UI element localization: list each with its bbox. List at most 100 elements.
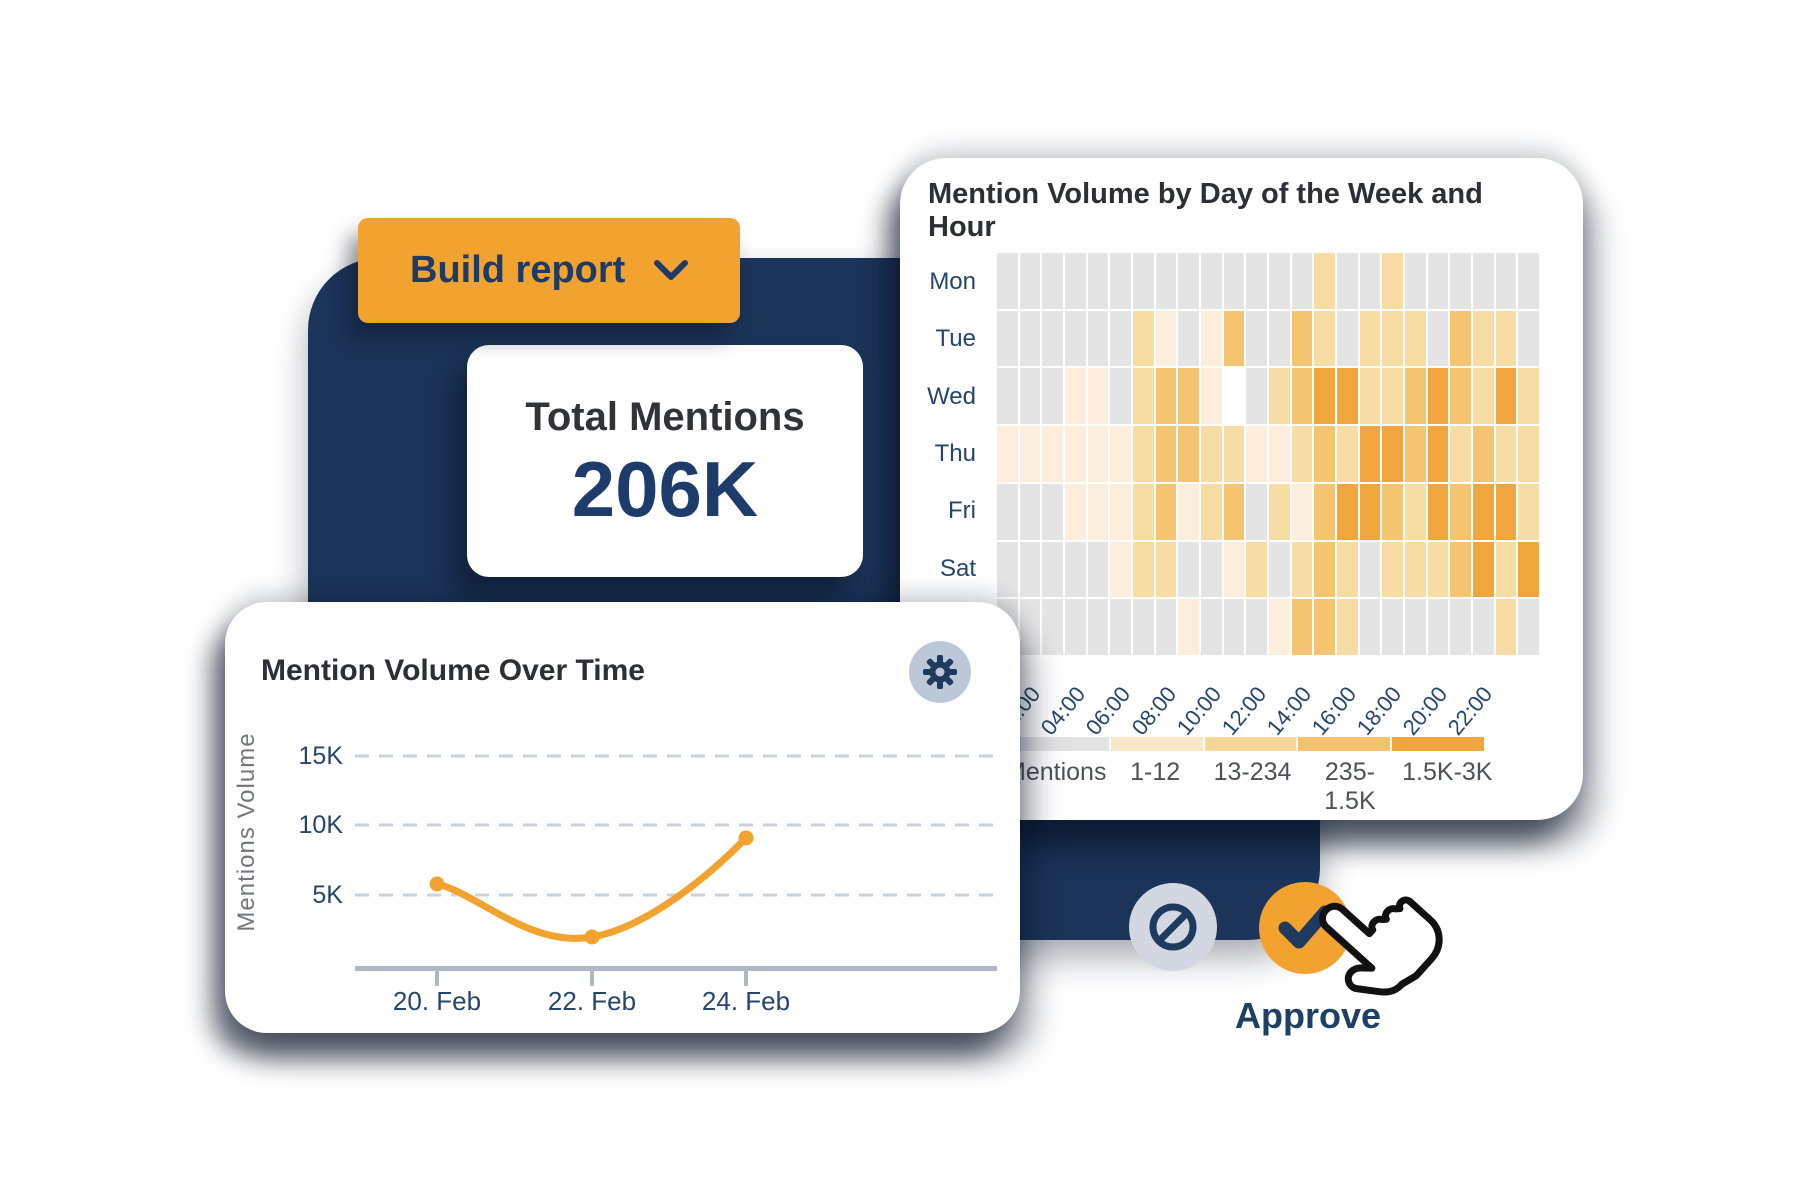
heatmap-cell bbox=[1087, 253, 1109, 309]
heatmap-cell bbox=[1518, 599, 1539, 655]
total-mentions-card: Total Mentions 206K bbox=[467, 345, 863, 577]
y-tick-5k: 5K bbox=[312, 881, 343, 909]
settings-button[interactable] bbox=[909, 641, 971, 703]
heatmap-cell bbox=[1042, 426, 1063, 482]
heatmap-cell bbox=[1382, 483, 1403, 540]
heatmap-cell bbox=[1291, 426, 1313, 482]
line-chart-plot bbox=[355, 754, 997, 986]
heatmap-cell bbox=[997, 368, 1018, 425]
heatmap-cell bbox=[1314, 253, 1335, 309]
heatmap-cell bbox=[1223, 310, 1245, 367]
heatmap-cell bbox=[1472, 310, 1494, 367]
heatmap-cell bbox=[1019, 483, 1041, 540]
heatmap-cell bbox=[1155, 483, 1177, 540]
legend-swatch bbox=[1392, 737, 1484, 751]
heatmap-cell bbox=[1404, 253, 1426, 309]
heatmap-cell bbox=[1404, 599, 1426, 655]
heatmap-cell bbox=[1132, 541, 1154, 598]
heatmap-cell bbox=[1427, 368, 1449, 425]
heatmap-cell bbox=[1495, 483, 1517, 540]
day-label: Fri bbox=[948, 497, 976, 525]
heatmap-cell bbox=[1042, 541, 1063, 598]
heatmap-cell bbox=[1314, 426, 1335, 482]
legend-label: Mentions bbox=[1005, 758, 1107, 786]
heatmap-cell bbox=[1087, 310, 1109, 367]
heatmap-cell bbox=[1223, 253, 1245, 309]
heatmap-cell bbox=[1472, 426, 1494, 482]
heatmap-cell bbox=[1314, 483, 1335, 540]
data-points bbox=[429, 830, 754, 945]
heatmap-cell bbox=[1087, 599, 1109, 655]
heatmap-cell bbox=[1450, 541, 1471, 598]
heatmap-cell bbox=[1268, 426, 1290, 482]
heatmap-cell bbox=[1178, 426, 1199, 482]
heatmap-cell bbox=[1404, 541, 1426, 598]
heatmap-cell bbox=[1200, 483, 1222, 540]
check-icon bbox=[1278, 905, 1332, 949]
heatmap-cell bbox=[1042, 599, 1063, 655]
heatmap-cell bbox=[997, 253, 1018, 309]
x-tick-22feb: 22. Feb bbox=[547, 986, 637, 1016]
day-label: Tue bbox=[935, 325, 976, 353]
heatmap-cell bbox=[1064, 426, 1086, 482]
heatmap-legend-labels: Mentions 1-12 13-234 235-1.5K 1.5K-3K bbox=[1005, 758, 1496, 816]
approve-button[interactable] bbox=[1259, 882, 1351, 974]
heatmap-cell bbox=[1064, 483, 1086, 540]
heatmap-cell bbox=[1450, 310, 1471, 367]
heatmap-cell bbox=[997, 426, 1018, 482]
heatmap-cell bbox=[1246, 310, 1267, 367]
heatmap-cell bbox=[1427, 599, 1449, 655]
heatmap-title: Mention Volume by Day of the Week and Ho… bbox=[928, 178, 1483, 243]
heatmap-cell bbox=[1110, 483, 1131, 540]
heatmap-cell bbox=[1042, 253, 1063, 309]
heatmap-cell bbox=[1178, 310, 1199, 367]
heatmap-cell bbox=[1382, 310, 1403, 367]
heatmap-cell bbox=[1518, 483, 1539, 540]
heatmap-cell bbox=[1178, 483, 1199, 540]
data-point bbox=[429, 876, 445, 892]
heatmap-cell bbox=[1359, 253, 1381, 309]
build-report-label: Build report bbox=[410, 249, 626, 291]
heatmap-cell bbox=[1291, 541, 1313, 598]
heatmap-cell bbox=[1268, 368, 1290, 425]
heatmap-cell bbox=[1087, 483, 1109, 540]
heatmap-cell bbox=[1427, 483, 1449, 540]
heatmap-cell bbox=[1268, 253, 1290, 309]
heatmap-cell bbox=[1472, 368, 1494, 425]
heatmap-cell bbox=[1495, 599, 1517, 655]
heatmap-cell bbox=[1427, 541, 1449, 598]
day-label: Thu bbox=[934, 439, 976, 467]
deny-button[interactable] bbox=[1129, 883, 1217, 971]
heatmap-cell bbox=[1518, 426, 1539, 482]
heatmap-cell bbox=[1518, 541, 1539, 598]
build-report-button[interactable]: Build report bbox=[358, 218, 740, 323]
x-axis-tick bbox=[590, 966, 594, 986]
heatmap-cell bbox=[1246, 483, 1267, 540]
heatmap-cell bbox=[1246, 253, 1267, 309]
day-label: Wed bbox=[927, 382, 976, 410]
heatmap-cell bbox=[1518, 368, 1539, 425]
heatmap-cell bbox=[1518, 253, 1539, 309]
heatmap-cell bbox=[1155, 368, 1177, 425]
heatmap-cell bbox=[997, 541, 1018, 598]
heatmap-day-labels: MonTueWedThuFriSatSun bbox=[914, 253, 986, 655]
heatmap-cell bbox=[1019, 541, 1041, 598]
heatmap-cell bbox=[1268, 310, 1290, 367]
chevron-down-icon bbox=[654, 259, 688, 280]
heatmap-cell bbox=[1291, 310, 1313, 367]
heatmap-cell bbox=[1132, 426, 1154, 482]
line-chart-card: Mention Volume Over Time Mentions Volume bbox=[225, 602, 1020, 1033]
heatmap-cell bbox=[1336, 368, 1358, 425]
heatmap-cell bbox=[1132, 599, 1154, 655]
heatmap-cell bbox=[1336, 541, 1358, 598]
heatmap-cell bbox=[1336, 253, 1358, 309]
heatmap-hour-labels: 02:0004:0006:0008:0010:0012:0014:0016:00… bbox=[991, 655, 1539, 740]
heatmap-cell bbox=[1200, 599, 1222, 655]
heatmap-cell bbox=[997, 483, 1018, 540]
heatmap-cell bbox=[1382, 599, 1403, 655]
day-label: Mon bbox=[929, 267, 976, 295]
block-icon bbox=[1149, 903, 1197, 951]
legend-swatch bbox=[1110, 737, 1203, 751]
heatmap-cell bbox=[1200, 426, 1222, 482]
